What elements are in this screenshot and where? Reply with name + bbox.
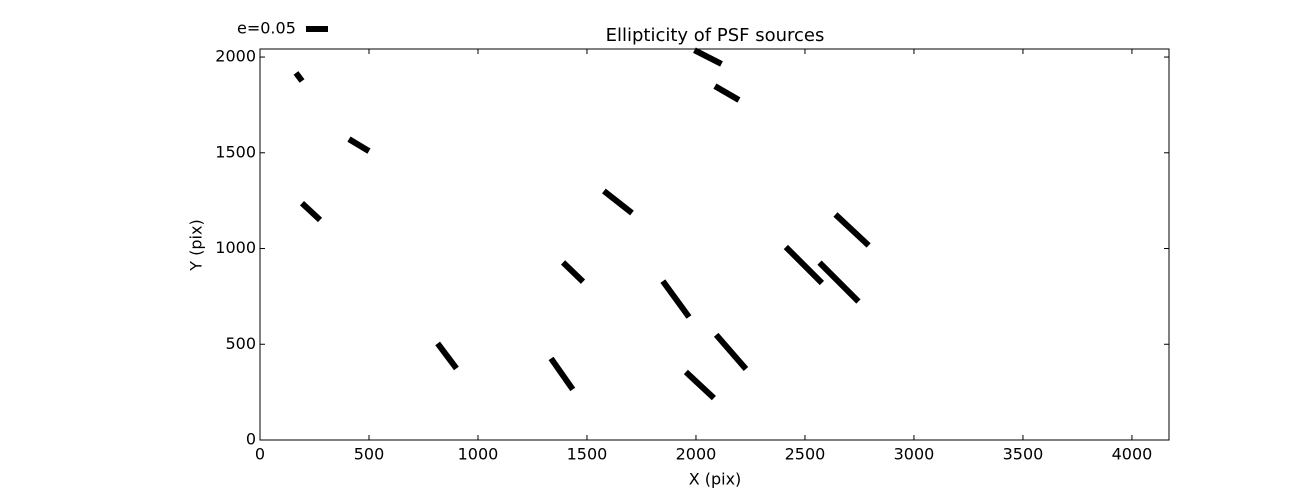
chart-title: Ellipticity of PSF sources (606, 25, 825, 46)
whisker (660, 279, 692, 319)
whisker (347, 136, 371, 154)
whisker (817, 260, 861, 304)
whisker (602, 188, 634, 216)
x-tick-label: 3000 (894, 445, 935, 464)
x-tick-label: 500 (354, 445, 385, 464)
y-axis-label: Y (pix) (187, 219, 206, 271)
x-tick-label: 1500 (567, 445, 608, 464)
reference-label: e=0.05 (237, 19, 296, 38)
whisker (693, 47, 723, 67)
y-tick-label: 1500 (215, 142, 256, 161)
whisker (833, 212, 871, 248)
whisker (713, 332, 749, 371)
x-axis-label: X (pix) (689, 470, 742, 489)
whisker (560, 260, 586, 284)
x-tick-label: 3500 (1003, 445, 1044, 464)
whisker (299, 200, 323, 223)
x-tick-label: 4000 (1112, 445, 1153, 464)
whisker (713, 83, 741, 103)
whisker (783, 244, 825, 286)
x-tick-label: 2000 (676, 445, 717, 464)
plot-frame (259, 48, 1170, 441)
y-tick-label: 0 (246, 430, 256, 449)
y-tick-label: 2000 (215, 47, 256, 66)
x-tick-label: 1000 (458, 445, 499, 464)
x-tick-label: 2500 (785, 445, 826, 464)
whisker (435, 341, 459, 371)
whisker (293, 71, 305, 83)
whisker (683, 369, 716, 401)
whisker (548, 356, 576, 392)
x-tick-label: 0 (255, 445, 265, 464)
y-tick-label: 1000 (215, 238, 256, 257)
y-tick-label: 500 (225, 334, 256, 353)
